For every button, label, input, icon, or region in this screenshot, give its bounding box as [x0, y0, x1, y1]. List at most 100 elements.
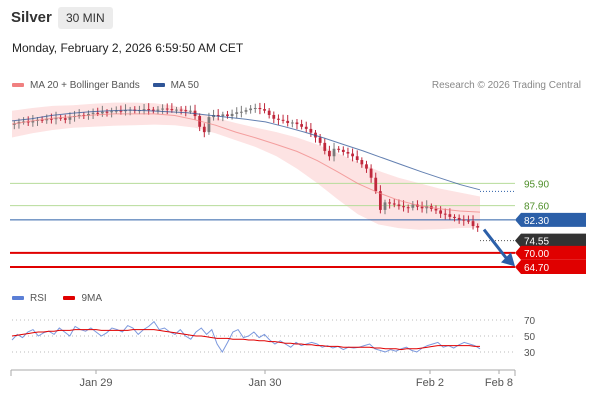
rsi-9ma-line	[11, 329, 480, 351]
candle-body	[281, 119, 285, 121]
legend-label-ma50: MA 50	[170, 80, 199, 91]
rsi-tick-70: 70	[524, 316, 536, 327]
legend-item-ma50: MA 50	[152, 80, 199, 91]
candle-body	[402, 206, 405, 208]
candle-body	[378, 191, 382, 210]
candle-body	[365, 164, 368, 169]
candle-body	[374, 177, 378, 192]
candle-body	[439, 210, 443, 214]
candle-body	[119, 110, 123, 112]
candle-body	[170, 109, 174, 111]
candle-body	[45, 118, 49, 121]
candle-body	[318, 137, 322, 143]
candle-body	[392, 203, 396, 205]
candle-body	[448, 214, 452, 217]
candle-body	[216, 114, 220, 117]
timestamp: Monday, February 2, 2026 6:59:50 AM CET	[12, 41, 244, 55]
candle-body	[239, 111, 243, 113]
candle-body	[323, 142, 327, 151]
9ma-swatch	[63, 296, 76, 301]
candle-body	[202, 126, 206, 133]
candle-body	[272, 114, 276, 119]
candle-body	[443, 213, 447, 215]
candle-body	[346, 151, 350, 154]
x-tick-label-Feb 8: Feb 8	[485, 377, 513, 389]
timeframe-button[interactable]: 30 MIN	[58, 7, 113, 29]
candle-body	[165, 108, 169, 110]
legend-label-rsi: RSI	[30, 293, 47, 304]
candle-body	[63, 118, 67, 120]
candle-body	[147, 109, 151, 111]
ma20-line	[11, 113, 481, 213]
candle-body	[341, 149, 345, 152]
rsi-tick-50: 50	[524, 332, 536, 343]
candle-body	[411, 204, 415, 208]
candle-body	[253, 108, 257, 109]
legend-item-rsi: RSI	[12, 293, 49, 304]
candle-body	[300, 124, 303, 127]
legend-label-ma20: MA 20 + Bollinger Bands	[30, 80, 140, 91]
candle-body	[226, 114, 229, 117]
candle-body	[258, 108, 262, 110]
candle-body	[184, 110, 188, 112]
candle-body	[290, 122, 294, 124]
candle-body	[360, 160, 364, 165]
ma20-swatch	[12, 83, 24, 88]
candle-body	[420, 206, 424, 209]
candle-body	[467, 220, 470, 222]
price-label-82.30: 82.30	[524, 216, 549, 227]
candle-body	[207, 117, 211, 133]
candle-body	[355, 156, 359, 161]
candle-body	[383, 202, 387, 210]
candle-body	[40, 119, 44, 121]
price-tag-74.55	[515, 233, 586, 248]
price-label-70.00: 70.00	[524, 249, 549, 260]
x-tick-label-Feb 2: Feb 2	[416, 377, 444, 389]
candle-body	[189, 110, 192, 112]
rsi-legend: RSI 9MA	[12, 293, 102, 304]
candle-body	[406, 207, 410, 209]
candle-body	[332, 148, 336, 157]
legend-item-9ma: 9MA	[63, 293, 102, 304]
candle-body	[91, 112, 95, 114]
candle-body	[476, 226, 480, 228]
forecast-arrow-shaft	[482, 228, 510, 262]
candle-body	[68, 116, 72, 120]
credit-text: Research © 2026 Trading Central	[431, 80, 581, 91]
candle-body	[31, 120, 35, 123]
candle-body	[309, 128, 313, 133]
candle-body	[156, 109, 160, 111]
main-legend: MA 20 + Bollinger Bands MA 50	[12, 80, 199, 91]
candle-body	[142, 109, 146, 111]
price-label-87.60: 87.60	[524, 202, 549, 213]
price-tag-70.00	[515, 245, 586, 260]
candle-body	[235, 112, 239, 114]
top-bar: Silver 30 MIN	[0, 0, 590, 38]
candle-body	[175, 109, 178, 111]
candle-body	[161, 108, 164, 110]
x-tick-label-Jan 30: Jan 30	[248, 377, 281, 389]
candle-body	[114, 110, 118, 112]
rsi-swatch	[12, 296, 24, 301]
candle-body	[100, 111, 104, 114]
candle-body	[304, 126, 308, 129]
candle-body	[462, 219, 466, 221]
candle-body	[59, 117, 63, 119]
rsi-line	[11, 320, 481, 353]
candle-body	[434, 208, 438, 211]
ma50-line	[11, 109, 481, 191]
candle-body	[286, 120, 290, 124]
bollinger-band	[12, 102, 480, 230]
candle-body	[397, 204, 401, 207]
price-tag-64.70	[515, 260, 586, 275]
candle-body	[96, 112, 100, 114]
x-tick-label-Jan 29: Jan 29	[79, 377, 112, 389]
legend-item-ma20: MA 20 + Bollinger Bands	[12, 80, 143, 91]
candle-body	[295, 122, 299, 125]
candle-body	[54, 117, 58, 120]
candle-body	[244, 110, 248, 112]
candle-body	[471, 221, 475, 226]
candle-body	[328, 150, 331, 157]
candle-body	[351, 153, 354, 157]
